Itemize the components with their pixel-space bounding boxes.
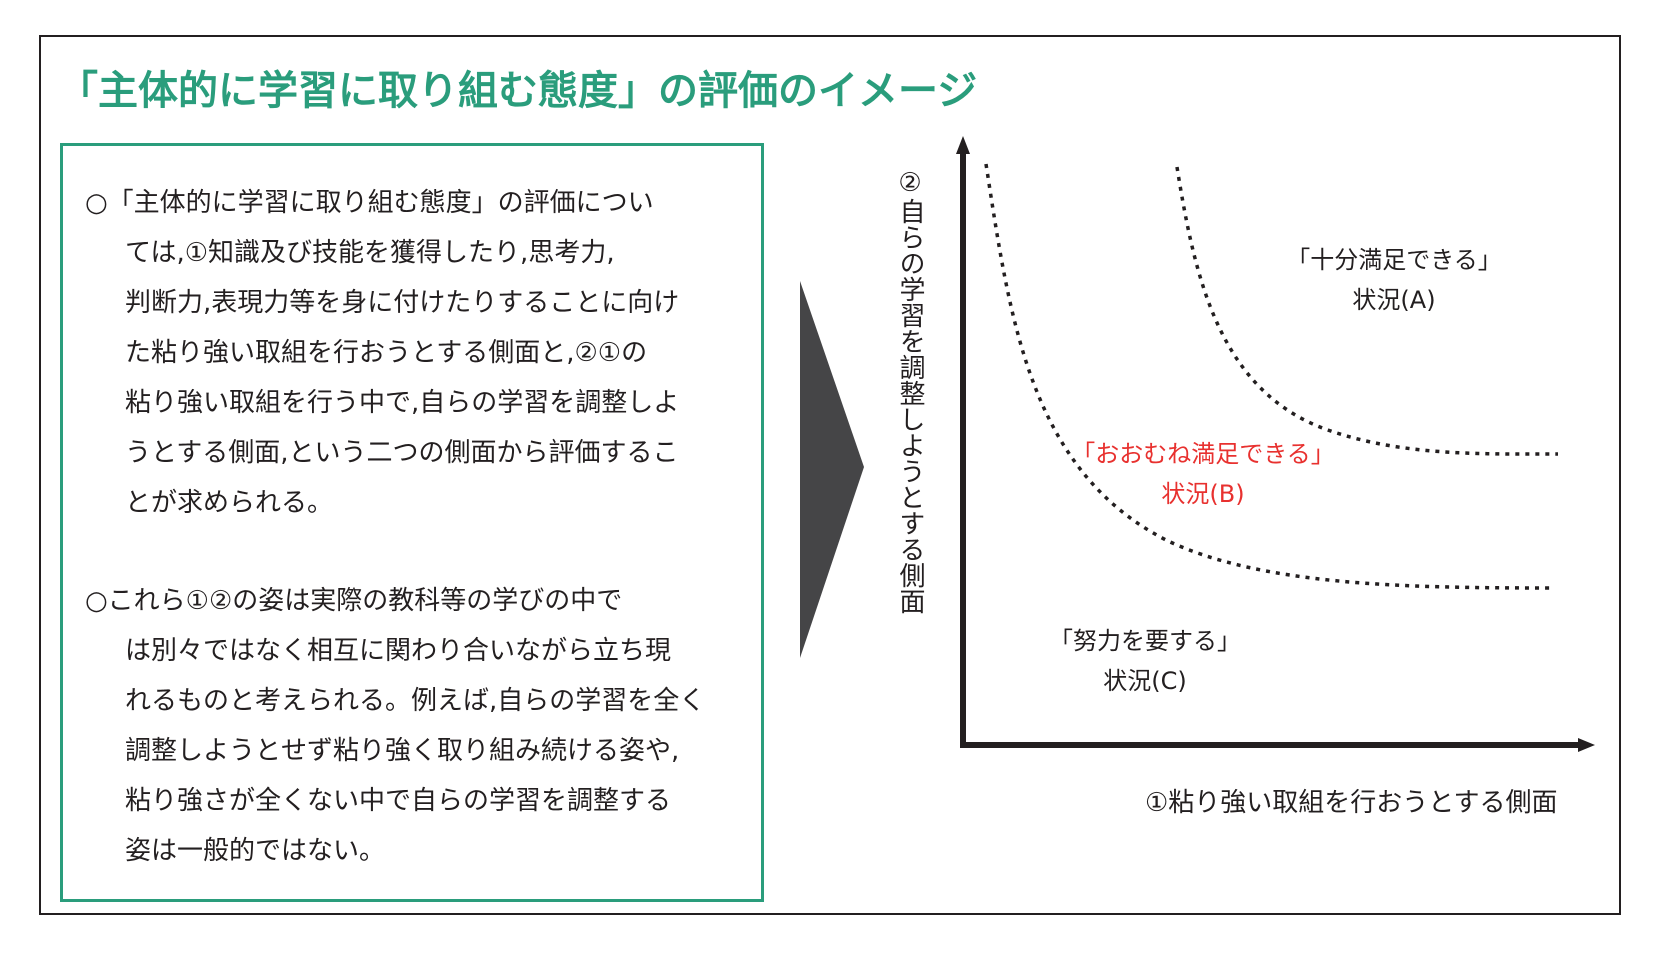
text-line: 姿は一般的ではない。 (125, 836, 386, 866)
curve-b-boundary (984, 163, 1554, 590)
outer-frame (39, 35, 1621, 915)
x-axis-label: ①粘り強い取組を行おうとする側面 (1145, 788, 1558, 818)
region-a-label: 「十分満足できる」 状況(A) (1284, 240, 1504, 320)
region-b-line2: 状況(B) (1161, 480, 1245, 508)
text-line: 判断力,表現力等を身に付けたりすることに向け (125, 288, 680, 318)
region-b-label: 「おおむね満足できる」 状況(B) (1063, 434, 1343, 514)
region-c-line2: 状況(C) (1103, 667, 1187, 695)
text-line: ては,①知識及び技能を獲得したり,思考力, (125, 238, 615, 268)
paragraph-1: ○「主体的に学習に取り組む態度」の評価につい ては,①知識及び技能を獲得したり,… (85, 178, 725, 528)
explanation-box: ○「主体的に学習に取り組む態度」の評価につい ては,①知識及び技能を獲得したり,… (60, 143, 764, 902)
text-line: うとする側面,という二つの側面から評価するこ (125, 438, 679, 468)
text-line: た粘り強い取組を行おうとする側面と,②①の (125, 338, 648, 368)
text-line: 粘り強さが全くない中で自らの学習を調整する (125, 786, 672, 816)
text-line: 粘り強い取組を行う中で,自らの学習を調整しよ (125, 388, 680, 418)
y-axis-arrowhead (956, 136, 970, 154)
region-a-line2: 状況(A) (1352, 286, 1436, 314)
page-title: 「主体的に学習に取り組む態度」の評価のイメージ (58, 68, 978, 114)
text-line: ○これら①②の姿は実際の教科等の学びの中で (85, 586, 623, 616)
region-a-line1: 「十分満足できる」 (1286, 246, 1502, 274)
paragraph-2: ○これら①②の姿は実際の教科等の学びの中で は別々ではなく相互に関わり合いながら… (85, 576, 725, 876)
y-axis-label: ②自らの学習を調整しようとする側面 (895, 168, 925, 614)
pointer-arrow (800, 281, 864, 658)
text-line: れるものと考えられる。例えば,自らの学習を全く (125, 686, 706, 716)
region-b-line1: 「おおむね満足できる」 (1071, 440, 1335, 468)
region-c-label: 「努力を要する」 状況(C) (1045, 621, 1245, 701)
text-line: は別々ではなく相互に関わり合いながら立ち現 (125, 636, 672, 666)
text-line: 調整しようとせず粘り強く取り組み続ける姿や, (125, 736, 680, 766)
x-axis-arrowhead (1578, 738, 1595, 752)
curve-a-boundary (1175, 166, 1559, 456)
region-c-line1: 「努力を要する」 (1049, 627, 1241, 655)
text-line: ○「主体的に学習に取り組む態度」の評価につい (85, 188, 654, 218)
text-line: とが求められる。 (125, 488, 334, 518)
